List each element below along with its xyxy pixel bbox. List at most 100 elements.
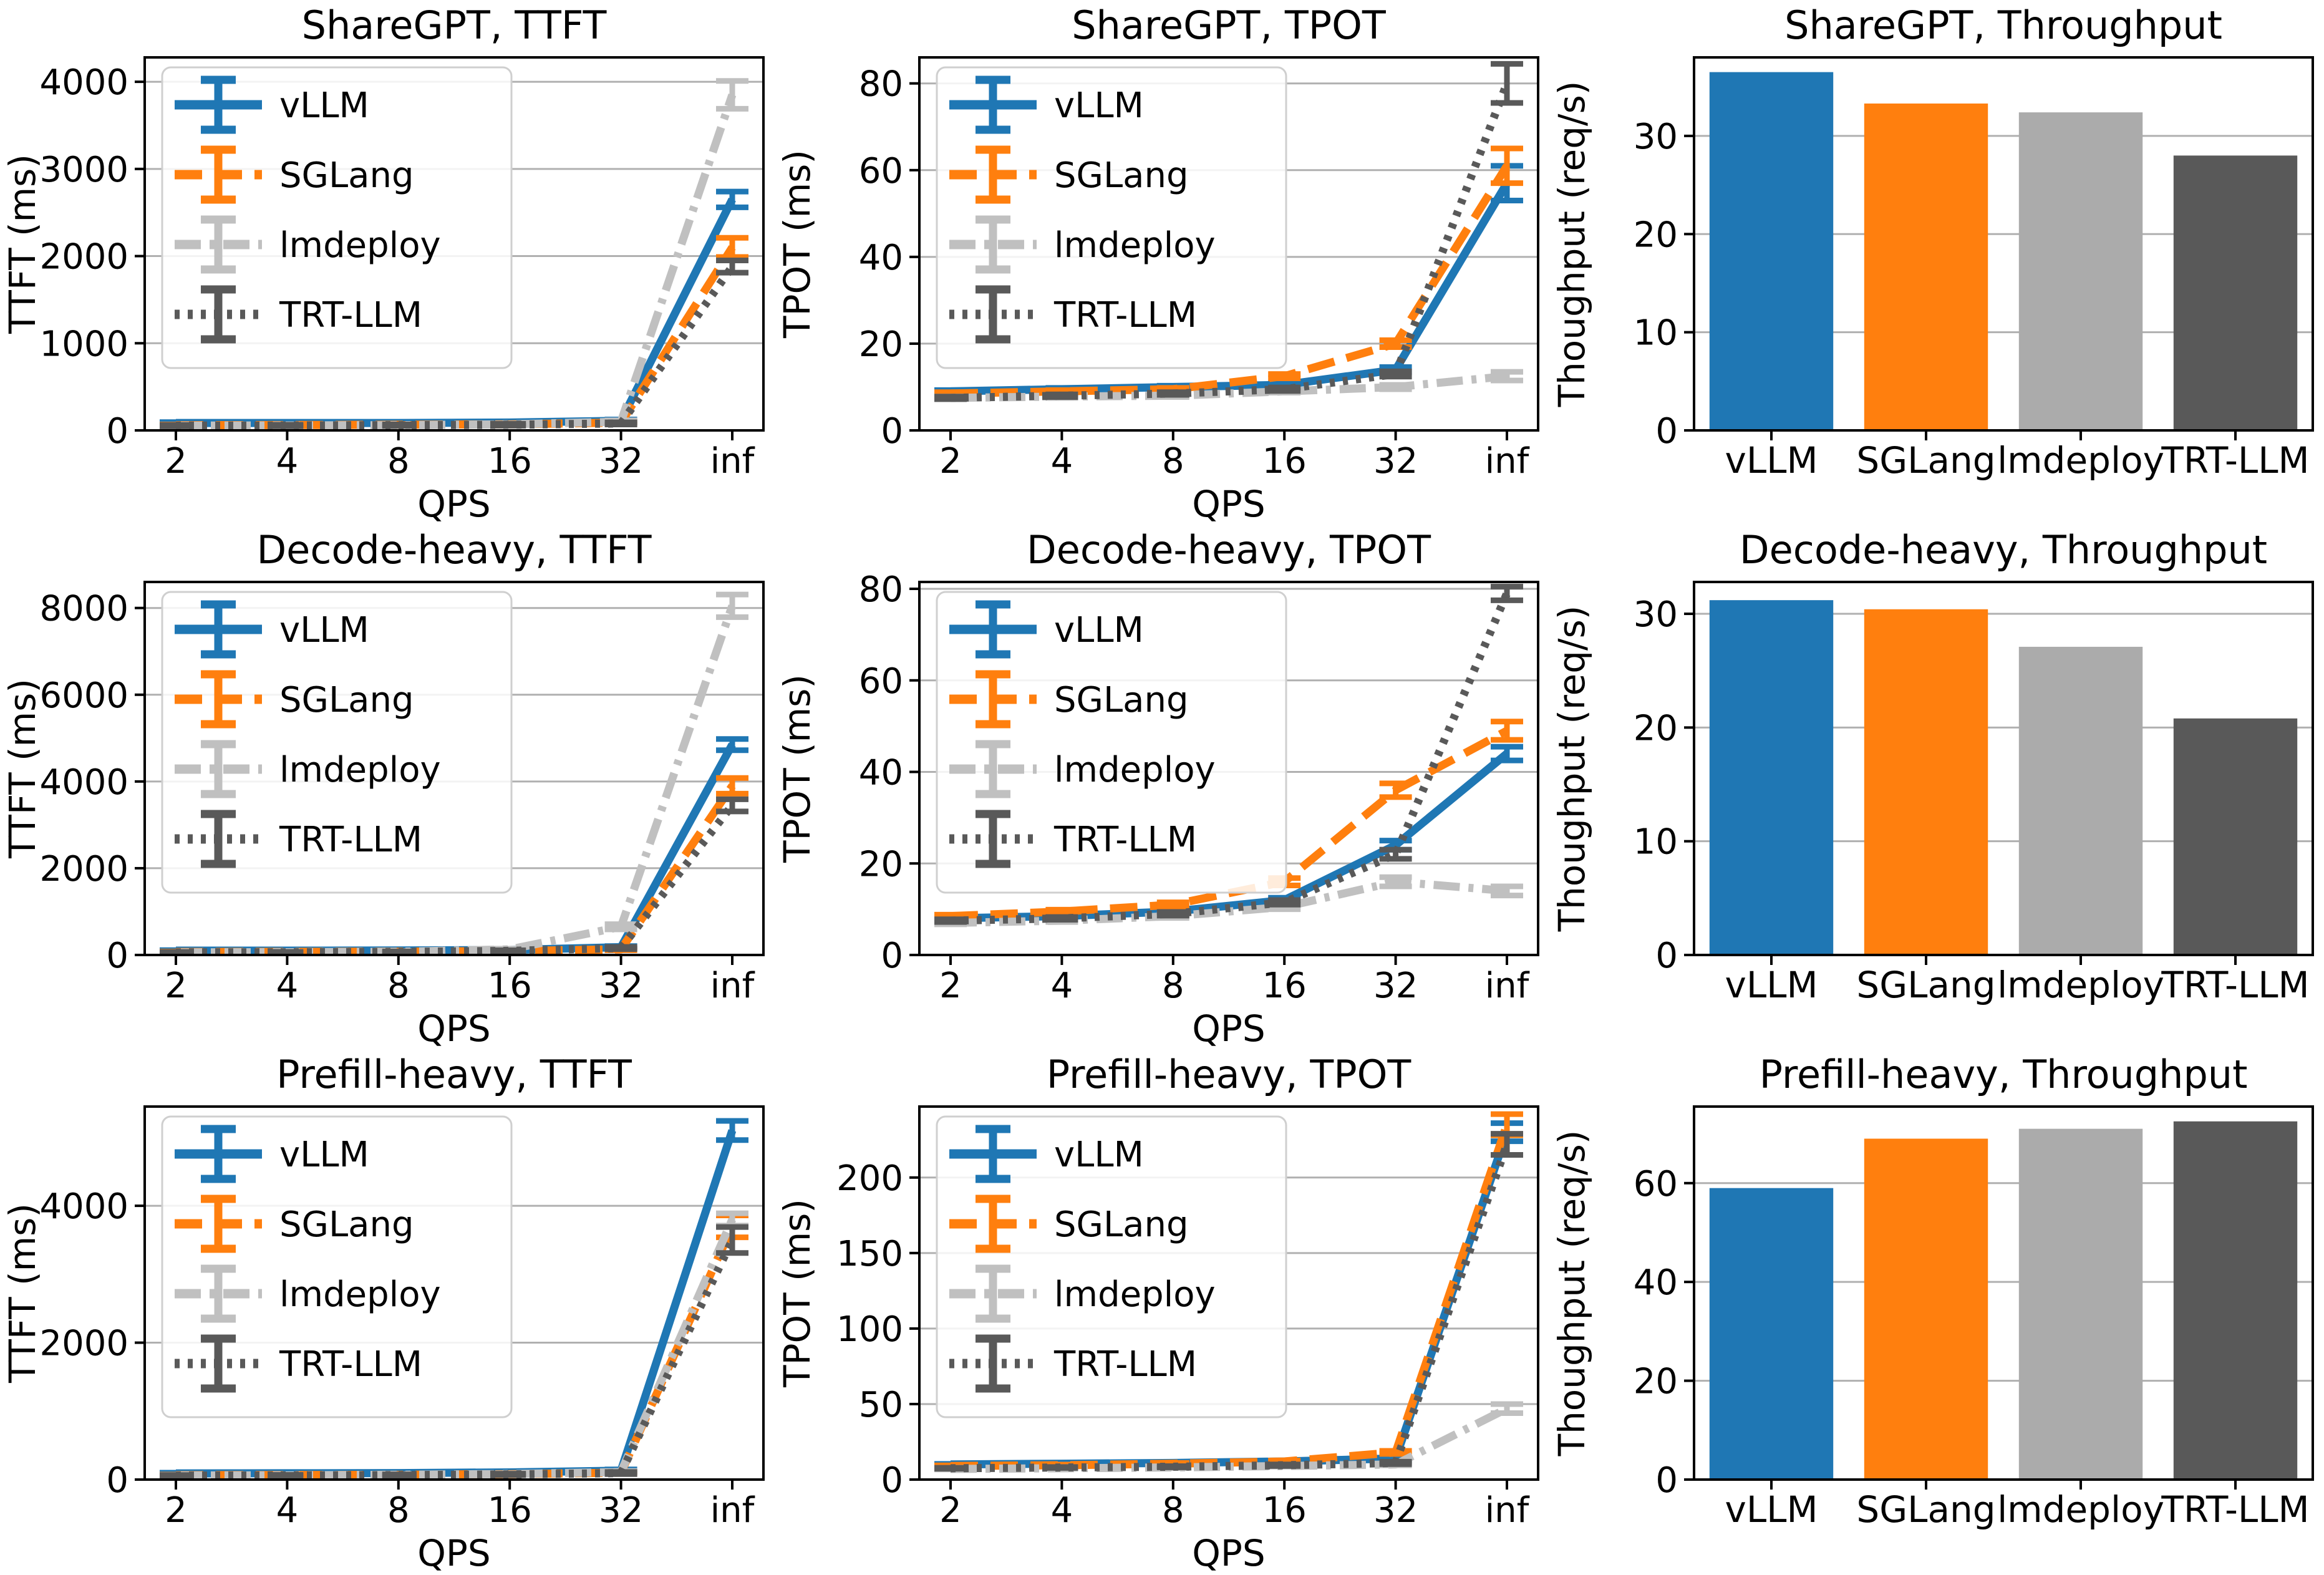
- x-tick-label: 2: [165, 966, 187, 1006]
- y-tick-label: 4000: [39, 1186, 128, 1227]
- legend-label: vLLM: [279, 610, 369, 651]
- x-tick-label: 8: [387, 1490, 410, 1531]
- bar-SGLang: [1864, 609, 1988, 955]
- legend-entry-SGLang: SGLang: [175, 1195, 414, 1253]
- legend-entry-TRT-LLM: TRT-LLM: [175, 1334, 422, 1393]
- y-tick-label: 10: [1634, 822, 1678, 863]
- legend-label: SGLang: [1054, 155, 1189, 196]
- chart-title: Decode-heavy, TTFT: [256, 527, 652, 573]
- x-tick-label: 16: [488, 1490, 532, 1531]
- legend-label: SGLang: [279, 155, 414, 196]
- x-tick-label: 2: [939, 441, 962, 482]
- x-tick-label: 8: [387, 966, 410, 1006]
- y-tick-label: 60: [859, 661, 903, 702]
- y-tick-label: 6000: [39, 676, 128, 716]
- y-tick-label: 20: [1634, 1362, 1678, 1402]
- legend: vLLM SGLang lmdeploy TRT-LLM: [936, 66, 1287, 369]
- chart-decode-heavy-throughput: 0 10 20 30 vLLM SGLang lmdeploy TRT-LLM Thoughpu…: [1549, 525, 2324, 1049]
- legend-label: lmdeploy: [279, 1274, 441, 1315]
- y-axis-label: TTFT (ms): [1, 154, 44, 334]
- x-tick-label: 32: [599, 966, 643, 1006]
- chart-title: Decode-heavy, Throughput: [1740, 527, 2267, 573]
- legend-entry-vLLM: vLLM: [175, 1125, 369, 1183]
- y-tick-label: 20: [1634, 215, 1678, 255]
- legend-label: TRT-LLM: [279, 820, 422, 860]
- chart-title: ShareGPT, TTFT: [302, 2, 608, 48]
- legend-label: lmdeploy: [1054, 750, 1216, 790]
- y-tick-label: 60: [1634, 1164, 1678, 1204]
- legend-box: [936, 1115, 1287, 1418]
- legend-box: [161, 66, 513, 369]
- y-tick-label: 0: [106, 936, 128, 976]
- y-tick-label: 20: [1634, 708, 1678, 749]
- x-tick-label: 16: [488, 441, 532, 482]
- x-tick-label: SGLang: [1856, 1488, 1995, 1531]
- legend-box: [936, 591, 1287, 894]
- legend-label: lmdeploy: [1054, 1274, 1216, 1315]
- legend-label: vLLM: [1054, 610, 1144, 651]
- x-tick-label: 32: [1373, 441, 1418, 482]
- y-tick-label: 200: [836, 1158, 903, 1199]
- legend-label: TRT-LLM: [1053, 295, 1197, 336]
- bar-lmdeploy: [2018, 646, 2143, 955]
- y-axis-label: TPOT (ms): [776, 674, 818, 863]
- legend-entry-lmdeploy: lmdeploy: [175, 1264, 441, 1323]
- legend-entry-SGLang: SGLang: [175, 145, 414, 204]
- x-tick-label: lmdeploy: [1997, 439, 2164, 482]
- y-tick-label: 80: [859, 569, 903, 610]
- chart-title: ShareGPT, Throughput: [1784, 2, 2222, 48]
- y-tick-label: 3000: [39, 150, 128, 190]
- legend-box: [161, 1115, 513, 1418]
- y-tick-label: 30: [1634, 117, 1678, 157]
- x-tick-label: vLLM: [1725, 964, 1818, 1006]
- legend-label: vLLM: [279, 85, 369, 126]
- y-tick-label: 0: [881, 411, 903, 452]
- chart-title: Decode-heavy, TPOT: [1027, 527, 1431, 573]
- x-axis-label: QPS: [1192, 1007, 1265, 1049]
- x-tick-label: 8: [387, 441, 410, 482]
- legend-entry-SGLang: SGLang: [949, 670, 1189, 729]
- series-TRT-LLM: [160, 796, 748, 955]
- y-tick-label: 40: [859, 753, 903, 793]
- y-tick-label: 2000: [39, 849, 128, 889]
- chart-decode-heavy-tpot: 0 20 40 60 80 2 4 8 16 32 inf QPS TPOT (ms) Decode-he…: [775, 525, 1549, 1049]
- legend-entry-vLLM: vLLM: [949, 1125, 1144, 1183]
- series-TRT-LLM: [934, 61, 1523, 402]
- x-tick-label: 4: [1051, 441, 1073, 482]
- x-tick-label: 32: [1373, 1490, 1418, 1531]
- x-tick-label: SGLang: [1856, 439, 1995, 482]
- series-TRT-LLM: [934, 1131, 1523, 1473]
- legend-label: TRT-LLM: [279, 1344, 422, 1385]
- legend-entry-lmdeploy: lmdeploy: [949, 740, 1216, 798]
- bar-TRT-LLM: [2173, 155, 2298, 430]
- chart-prefill-heavy-tpot: 0 50 100 150 200 2 4 8 16 32 inf QPS TPOT (ms) Prefil…: [775, 1049, 1549, 1574]
- x-tick-label: vLLM: [1725, 439, 1818, 482]
- x-tick-label: vLLM: [1725, 1488, 1818, 1531]
- legend-entry-lmdeploy: lmdeploy: [949, 215, 1216, 274]
- legend-label: vLLM: [1054, 85, 1144, 126]
- legend-entry-lmdeploy: lmdeploy: [175, 215, 441, 274]
- legend-entry-vLLM: vLLM: [175, 600, 369, 659]
- axes-frame: [918, 1105, 1539, 1481]
- y-tick-label: 0: [881, 1460, 903, 1501]
- chart-title: ShareGPT, TPOT: [1072, 2, 1387, 48]
- legend-box: [936, 66, 1287, 369]
- bar-SGLang: [1864, 1138, 1988, 1480]
- chart-title: Prefill-heavy, TPOT: [1047, 1052, 1412, 1097]
- x-tick-label: TRT-LLM: [2161, 1488, 2309, 1531]
- legend-entry-vLLM: vLLM: [175, 75, 369, 134]
- x-tick-label: 2: [939, 1490, 962, 1531]
- x-tick-label: inf: [1485, 966, 1530, 1006]
- y-tick-label: 0: [1655, 936, 1678, 976]
- y-tick-label: 20: [859, 844, 903, 884]
- legend-label: SGLang: [1054, 1204, 1189, 1245]
- x-tick-label: 2: [165, 1490, 187, 1531]
- x-tick-label: SGLang: [1856, 964, 1995, 1006]
- legend: vLLM SGLang lmdeploy TRT-LLM: [161, 1115, 513, 1418]
- legend-label: SGLang: [279, 1204, 414, 1245]
- legend: vLLM SGLang lmdeploy TRT-LLM: [161, 66, 513, 369]
- chart-sharegpt-tpot: 0 20 40 60 80 2 4 8 16 32 inf QPS TPOT (ms) ShareGPT,…: [775, 0, 1549, 525]
- legend-label: TRT-LLM: [1053, 1344, 1197, 1385]
- x-tick-label: inf: [710, 441, 755, 482]
